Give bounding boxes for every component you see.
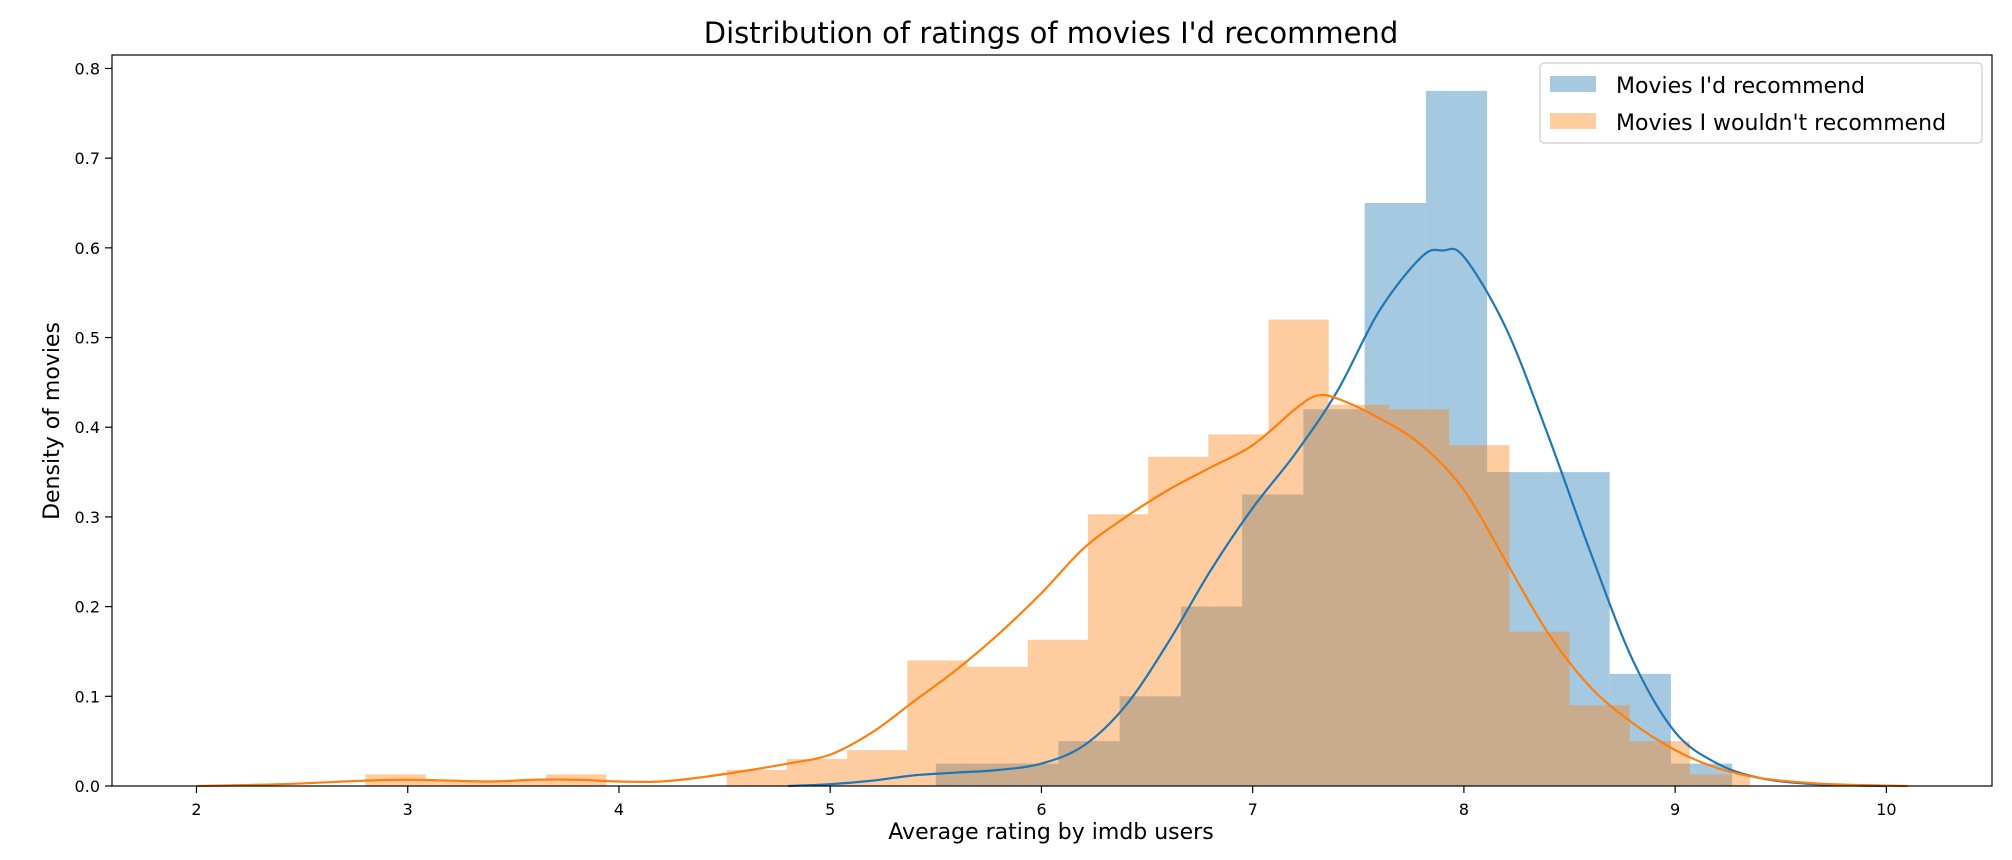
y-tick-label: 0.4: [75, 418, 100, 437]
legend-swatch-not-recommend: [1550, 113, 1596, 129]
hist-bar-series-0: [1609, 673, 1671, 786]
histogram-bars: [365, 90, 1751, 786]
x-tick-label: 7: [1248, 800, 1258, 819]
kde-line-series-1: [196, 393, 1908, 788]
plot-frame: [111, 54, 1993, 787]
x-tick-label: 5: [825, 800, 835, 819]
hist-bar-series-0: [1548, 472, 1610, 786]
x-tick-label: 9: [1670, 800, 1680, 819]
hist-bar-series-0: [1058, 741, 1120, 786]
y-tick-label: 0.8: [75, 59, 100, 78]
hist-bar-series-1: [425, 780, 486, 786]
x-axis-title: Average rating by imdb users: [888, 820, 1213, 845]
legend-frame: [1539, 62, 1983, 144]
hist-bar-series-0: [1242, 494, 1304, 786]
hist-bar-series-1: [1087, 514, 1149, 786]
hist-bar-series-0: [1119, 696, 1181, 786]
y-tick-label: 0.0: [75, 777, 100, 796]
x-tick-label: 10: [1876, 800, 1896, 819]
x-axis-ticks: 2 3 4 5 6 7 8 9 10: [191, 786, 1897, 819]
kde-curves: [196, 247, 1908, 788]
hist-bar-series-1: [1268, 319, 1329, 786]
hist-bar-series-1: [1328, 404, 1389, 786]
hist-bar-series-0: [1487, 472, 1549, 786]
hist-bar-series-1: [907, 660, 968, 786]
y-axis-ticks: 0.0 0.1 0.2 0.3 0.4 0.5 0.6 0.7 0.8: [75, 59, 112, 796]
hist-bar-series-1: [485, 780, 547, 786]
x-tick-label: 6: [1036, 800, 1046, 819]
kde-line-series-0: [787, 247, 1887, 788]
hist-bar-series-0: [1303, 409, 1365, 786]
hist-bar-series-1: [1208, 434, 1269, 786]
x-tick-label: 4: [614, 800, 624, 819]
y-tick-label: 0.2: [75, 598, 100, 617]
hist-bar-series-1: [1449, 445, 1510, 786]
hist-bar-series-1: [967, 666, 1028, 786]
hist-bar-series-1: [1689, 774, 1751, 786]
legend-label-recommend: Movies I'd recommend: [1616, 74, 1865, 99]
legend: Movies I'd recommend Movies I wouldn't r…: [1539, 62, 1983, 144]
hist-bar-series-0: [1180, 606, 1243, 786]
y-tick-label: 0.5: [75, 329, 100, 348]
hist-bar-series-0: [1364, 202, 1426, 786]
hist-bar-series-1: [1388, 409, 1450, 786]
y-tick-label: 0.7: [75, 149, 100, 168]
hist-bar-series-1: [1569, 705, 1630, 786]
hist-bar-series-0: [935, 763, 998, 786]
hist-bar-series-1: [786, 759, 848, 786]
hist-bar-series-1: [1027, 639, 1088, 786]
y-tick-label: 0.6: [75, 239, 100, 258]
y-tick-label: 0.1: [75, 687, 100, 706]
hist-bar-series-1: [1509, 631, 1570, 786]
hist-bar-series-1: [726, 769, 787, 786]
hist-bar-series-1: [1148, 456, 1209, 786]
legend-label-not-recommend: Movies I wouldn't recommend: [1616, 111, 1946, 136]
legend-swatch-recommend: [1550, 76, 1596, 92]
hist-bar-series-0: [1425, 90, 1488, 786]
hist-bar-series-1: [1629, 741, 1690, 786]
x-tick-label: 2: [191, 800, 201, 819]
x-tick-label: 3: [403, 800, 413, 819]
y-tick-label: 0.3: [75, 508, 100, 527]
x-tick-label: 8: [1459, 800, 1469, 819]
hist-bar-series-0: [1670, 763, 1733, 786]
y-axis-title: Density of movies: [40, 322, 65, 520]
chart-title: Distribution of ratings of movies I'd re…: [704, 16, 1398, 50]
